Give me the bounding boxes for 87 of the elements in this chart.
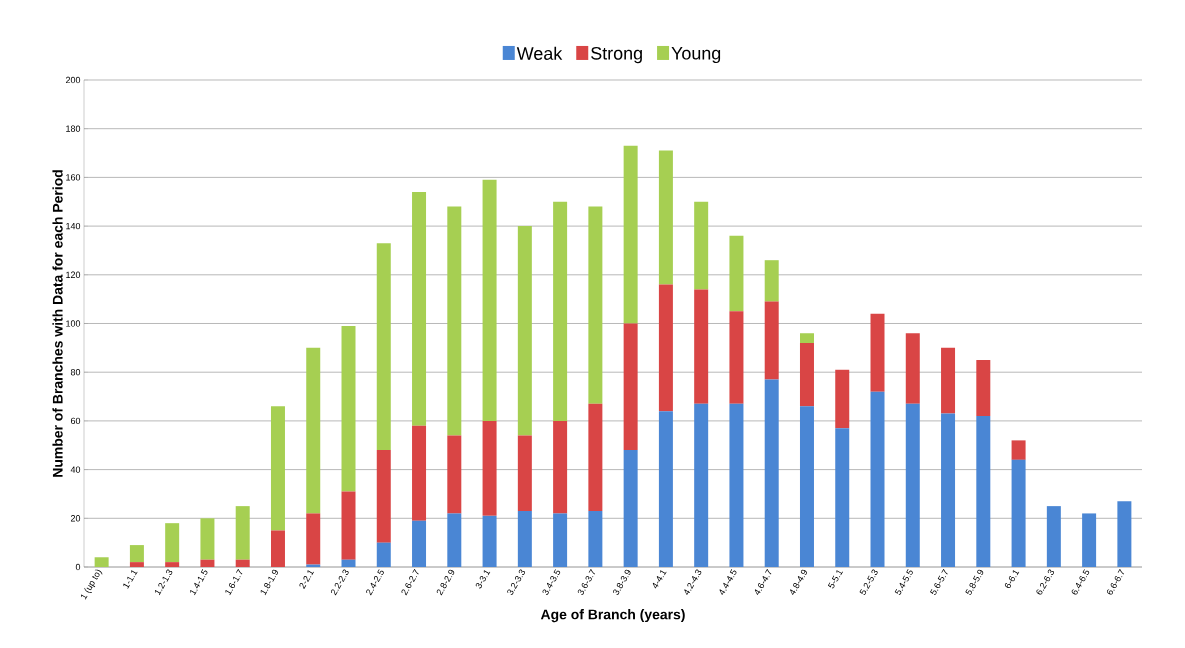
bar [412,192,427,426]
legend-label: Young [671,47,721,64]
bar [200,559,215,567]
bar [412,520,427,567]
bar [623,323,638,451]
bar [447,206,462,436]
y-tick-label: 20 [70,515,81,522]
bar [376,542,391,567]
bar [588,206,603,404]
bar [482,179,497,421]
bar [729,311,744,404]
legend-label: Weak [516,46,563,60]
bar [1046,506,1061,567]
bar [447,435,462,514]
bar [94,557,109,567]
bar [200,518,215,560]
bar [341,325,356,492]
bar [129,562,144,567]
bar [764,301,779,380]
y-tick-label: 120 [66,271,81,278]
bar [694,289,709,404]
legend-label: Strong [591,46,642,64]
bar [941,413,956,567]
bar [165,562,180,567]
bar [623,450,638,567]
x-tick-label: 1 (up to) [81,569,103,600]
bar [694,403,709,567]
bar [658,411,673,567]
y-tick-label: 200 [65,76,81,84]
bar [235,559,250,567]
bar [799,406,814,567]
y-tick-label: 80 [70,369,81,376]
bar [1011,440,1026,460]
bar [1082,513,1097,567]
x-axis-title: Age of Branch (years) [540,609,685,623]
bar [835,369,850,429]
y-tick-label: 60 [70,417,81,425]
bar [729,235,744,312]
y-tick-label: 180 [66,125,81,132]
bar [482,515,497,567]
y-tick-label: 100 [66,320,81,327]
bar [306,347,321,514]
bar [306,513,321,565]
y-tick-label: 140 [66,222,81,230]
bar [905,333,920,404]
bar [412,425,427,521]
bar [870,313,885,392]
bar [729,403,744,567]
bar [588,403,603,511]
bar [658,150,673,285]
bar [517,511,532,567]
bar [553,513,568,567]
bar [270,406,285,531]
y-tick-label: 0 [75,563,81,571]
bar [376,243,391,451]
bar [270,530,285,567]
bar [799,333,814,343]
y-tick-label: 40 [70,466,81,473]
bar [517,226,532,436]
bar [764,260,779,302]
bar [905,403,920,567]
bar [835,428,850,567]
bar [129,545,144,563]
bar [376,450,391,543]
bar [482,420,497,516]
bar [341,559,356,567]
bar [694,201,709,290]
bar [1011,459,1026,567]
bar [623,145,638,324]
bar [341,491,356,560]
bar [976,360,991,417]
bar [588,511,603,567]
bar [165,523,180,563]
bar [941,347,956,414]
bar [870,391,885,567]
y-axis-title: Number of Branches with Data for each Period [52,170,63,477]
bar [658,284,673,412]
bar [976,416,991,567]
bar [553,201,568,421]
bar [1117,501,1132,567]
bar [447,513,462,567]
bar [517,435,532,511]
bar [799,342,814,407]
bar [235,506,250,560]
bar [764,379,779,567]
y-tick-label: 160 [66,174,81,181]
bar [553,420,568,514]
